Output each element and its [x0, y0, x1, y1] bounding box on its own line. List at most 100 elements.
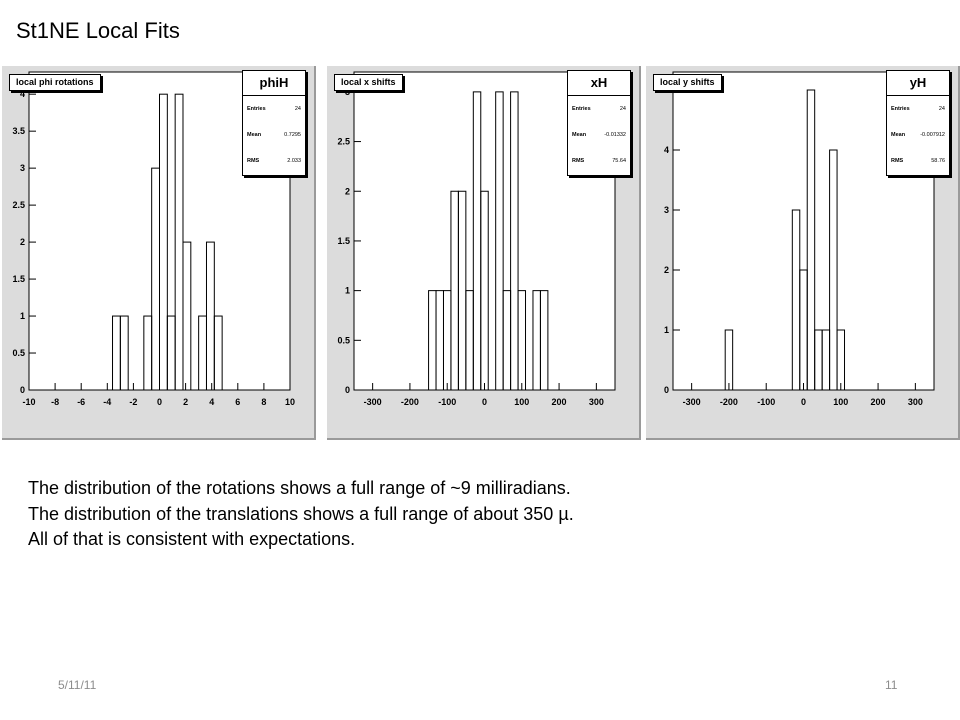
y-tick-label: 1 [664, 325, 669, 335]
stats-name: yH [887, 71, 949, 96]
stats-entries-label: Entries [247, 106, 266, 112]
stats-name: phiH [243, 71, 305, 96]
y-tick-label: 2.5 [12, 200, 25, 210]
y-tick-label: 1.5 [337, 236, 350, 246]
x-tick-label: -300 [683, 397, 701, 407]
x-tick-label: -6 [77, 397, 85, 407]
x-tick-label: -10 [22, 397, 35, 407]
x-tick-label: 2 [183, 397, 188, 407]
histogram-title: local phi rotations [9, 74, 101, 91]
stats-rms-value: 75.64 [612, 158, 626, 164]
y-tick-label: 0 [345, 385, 350, 395]
stats-entries-value: 24 [938, 106, 945, 112]
histogram-bin [539, 290, 549, 391]
stats-mean-label: Mean [891, 132, 906, 138]
histogram-title: local y shifts [653, 74, 722, 91]
stats-rms-label: RMS [572, 158, 585, 164]
stats-entries-label: Entries [891, 106, 910, 112]
histogram-bin [213, 315, 223, 391]
y-tick-label: 3 [664, 205, 669, 215]
histogram-title: local x shifts [334, 74, 403, 91]
histogram-bin [159, 93, 168, 391]
stats-rms-row: RMS 58.76 [887, 148, 949, 174]
stats-mean-label: Mean [247, 132, 262, 138]
y-tick-label: 4 [20, 89, 25, 99]
stats-entries-value: 24 [619, 106, 626, 112]
x-tick-label: -200 [720, 397, 738, 407]
x-tick-label: 300 [908, 397, 923, 407]
x-tick-label: -300 [364, 397, 382, 407]
y-tick-label: 0 [664, 385, 669, 395]
stats-mean-value: 0.7295 [284, 132, 301, 138]
y-tick-label: 2.5 [337, 137, 350, 147]
bullet-line: The distribution of the rotations shows … [28, 478, 571, 498]
bullet-line: The distribution of the translations sho… [28, 503, 574, 524]
y-tick-label: 2 [345, 186, 350, 196]
stats-mean-row: Mean -0.01332 [568, 122, 630, 148]
y-tick-label: 3.5 [12, 126, 25, 136]
x-tick-label: 10 [285, 397, 295, 407]
y-tick-label: 1 [345, 286, 350, 296]
x-tick-label: 100 [514, 397, 529, 407]
x-tick-label: 300 [589, 397, 604, 407]
stats-mean-value: -0.01332 [604, 132, 626, 138]
slide-title: St1NE Local Fits [16, 18, 180, 43]
stats-entries-row: Entries 24 [887, 96, 949, 122]
histogram-bin [182, 241, 192, 391]
x-tick-label: -2 [129, 397, 137, 407]
stats-entries-value: 24 [294, 106, 301, 112]
stats-entries-label: Entries [572, 106, 591, 112]
stats-rms-label: RMS [891, 158, 904, 164]
stats-box: phiH Entries 24 Mean 0.7295 RMS 2.033 [242, 70, 306, 176]
histogram-bin [806, 89, 816, 391]
stats-mean-value: -0.007912 [920, 132, 945, 138]
stats-mean-label: Mean [572, 132, 587, 138]
histogram-bin [829, 149, 838, 391]
x-tick-label: 100 [833, 397, 848, 407]
page-number: 11 [885, 678, 898, 692]
x-tick-label: -100 [438, 397, 456, 407]
stats-rms-value: 58.76 [931, 158, 945, 164]
y-tick-label: 3 [20, 163, 25, 173]
y-tick-label: 0.5 [337, 335, 350, 345]
stats-mean-row: Mean -0.007912 [887, 122, 949, 148]
stats-box: xH Entries 24 Mean -0.01332 RMS 75.64 [567, 70, 631, 176]
y-tick-label: 2 [664, 265, 669, 275]
stats-rms-value: 2.033 [287, 158, 301, 164]
y-tick-label: 4 [664, 145, 669, 155]
y-tick-label: 1 [20, 311, 25, 321]
stats-entries-row: Entries 24 [568, 96, 630, 122]
histogram-panel-x: -300 -200 -100 0 100 200 300 0 0.5 1 1.5 2 2.5 3 loca… [327, 66, 641, 440]
histogram-panel-phi: -10 -8 -6 -4 -2 0 2 4 6 8 10 0 0.5 1 1.5 2 2.5 3 3.5 4 loca… [2, 66, 316, 440]
x-tick-label: 200 [871, 397, 886, 407]
stats-box: yH Entries 24 Mean -0.007912 RMS 58.76 [886, 70, 950, 176]
body-text: The distribution of the rotations shows … [28, 476, 574, 553]
x-tick-label: -100 [757, 397, 775, 407]
x-tick-label: -4 [103, 397, 111, 407]
y-tick-label: 0.5 [12, 348, 25, 358]
bullet-line: All of that is consistent with expectati… [28, 529, 356, 549]
y-tick-label: 3 [345, 87, 350, 97]
stats-mean-row: Mean 0.7295 [243, 122, 305, 148]
histogram-bin [495, 91, 504, 391]
x-tick-label: -200 [401, 397, 419, 407]
stats-entries-row: Entries 24 [243, 96, 305, 122]
x-tick-label: 6 [235, 397, 240, 407]
stats-rms-row: RMS 2.033 [243, 148, 305, 174]
x-tick-label: -8 [51, 397, 59, 407]
histogram-bin [119, 315, 129, 391]
stats-rms-row: RMS 75.64 [568, 148, 630, 174]
x-tick-label: 0 [482, 397, 487, 407]
stats-rms-label: RMS [247, 158, 260, 164]
stats-name: xH [568, 71, 630, 96]
histogram-panel-y: -300-200-1000100200300012345 local y shi… [646, 66, 960, 440]
x-tick-label: 200 [552, 397, 567, 407]
x-tick-label: 4 [209, 397, 214, 407]
x-tick-label: 0 [157, 397, 162, 407]
x-tick-label: 0 [801, 397, 806, 407]
y-tick-label: 0 [20, 385, 25, 395]
histogram-bin [510, 91, 519, 391]
footer-date: 5/11/11 [58, 678, 97, 692]
y-tick-label: 2 [20, 237, 25, 247]
y-tick-label: 1.5 [12, 274, 25, 284]
